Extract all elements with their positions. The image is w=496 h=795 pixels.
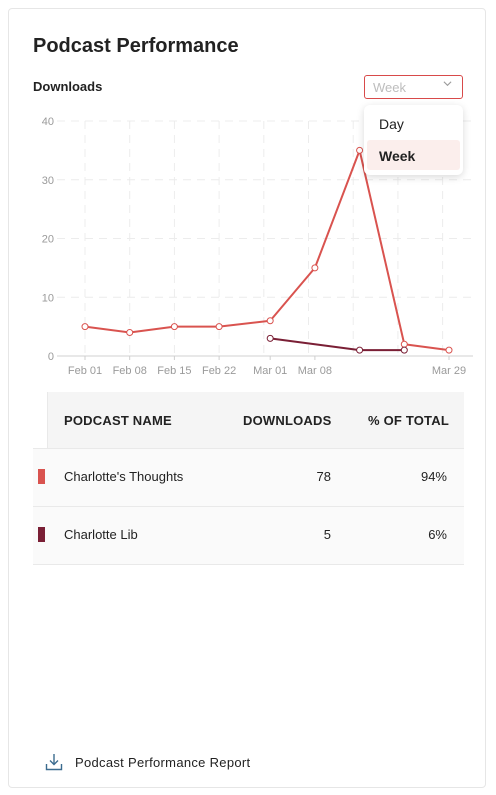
podcast-performance-card: Podcast Performance Downloads Week 0 10 20… [8,8,486,788]
dropdown-option-day[interactable]: Day [379,116,404,132]
period-select-value: Week [373,80,406,95]
y-tick-label: 10 [42,292,54,304]
series-1-point [445,346,453,354]
x-tick-label: Feb 15 [157,365,191,377]
series-2-line [270,337,405,352]
downloads-line-chart: 0 10 20 30 40 Feb 01 Feb 08 Feb 15 Feb 22 Mar 01 M… [42,116,473,377]
y-tick-label: 40 [42,116,54,128]
x-tick-label: Mar 08 [298,365,332,377]
x-tick-label: Mar 29 [432,365,466,377]
chart-subtitle: Downloads [33,79,103,94]
period-dropdown-menu: Day Week [364,105,463,175]
download-icon [45,754,63,771]
series-1-point [81,323,89,331]
series-1-point [356,146,364,154]
series-1-point [170,323,178,331]
series-1-point [311,264,319,272]
x-tick-label: Feb 22 [202,365,236,377]
chevron-down-icon [443,81,452,87]
table-row[interactable]: Charlotte Lib 5 6% [33,506,464,565]
podcast-name-cell: Charlotte Lib [64,527,138,542]
y-tick-label: 30 [42,175,54,187]
x-tick-label: Feb 01 [68,365,102,377]
series-1-point [266,317,274,325]
card-title: Podcast Performance [33,35,239,57]
series-1-point [215,323,223,331]
report-link-label: Podcast Performance Report [75,755,251,770]
series-2-point [266,334,274,342]
series-1-point [126,329,134,336]
table-row[interactable]: Charlotte's Thoughts 78 94% [33,448,464,506]
y-tick-label: 20 [42,234,54,246]
series-color-swatch [38,527,45,542]
period-select[interactable]: Week [364,75,463,99]
downloads-cell: 78 [316,469,331,484]
podcast-table: PODCAST NAME DOWNLOADS % OF TOTAL Charlo… [33,392,464,565]
x-tick-label: Feb 08 [113,365,147,377]
percent-cell: 6% [428,527,447,542]
downloads-cell: 5 [323,527,331,542]
podcast-name-cell: Charlotte's Thoughts [64,469,184,484]
header-spacer [33,392,48,448]
y-tick-label: 0 [48,351,54,363]
header-podcast-name[interactable]: PODCAST NAME [64,413,172,428]
dropdown-option-week[interactable]: Week [367,140,460,170]
header-downloads[interactable]: DOWNLOADS [243,413,332,428]
series-1-point [400,340,408,348]
x-tick-label: Mar 01 [253,365,287,377]
header-percent-of-total[interactable]: % OF TOTAL [368,413,449,428]
series-2-point [356,346,364,354]
table-header: PODCAST NAME DOWNLOADS % OF TOTAL [33,392,464,448]
series-color-swatch [38,469,45,484]
percent-cell: 94% [420,469,447,484]
series-2-point [400,346,408,354]
